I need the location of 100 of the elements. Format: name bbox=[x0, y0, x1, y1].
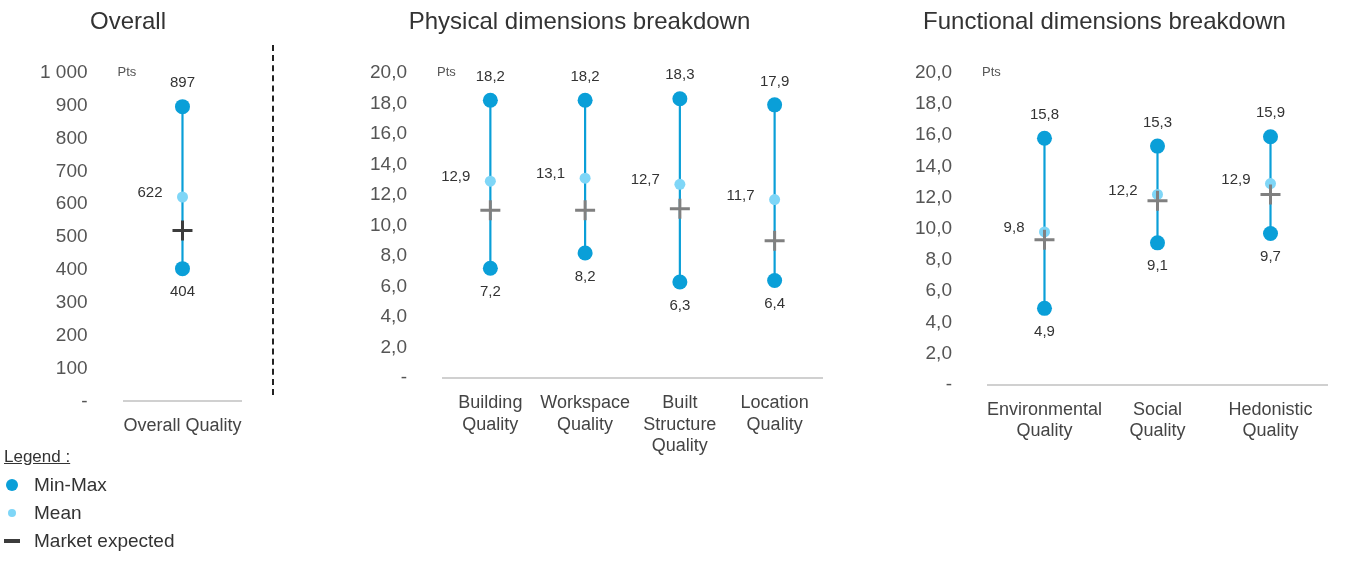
y-tick-label: 2,0 bbox=[925, 341, 952, 363]
y-tick-label: 10,0 bbox=[915, 217, 952, 239]
y-tick-label: 400 bbox=[55, 258, 88, 280]
point bbox=[577, 92, 593, 108]
point bbox=[478, 198, 502, 222]
point bbox=[674, 178, 686, 190]
x-tick-label: Social Quality bbox=[1129, 398, 1186, 441]
y-tick-label: 600 bbox=[55, 192, 88, 214]
chart-title: Functional dimensions breakdown bbox=[923, 7, 1286, 35]
y-axis-title: Pts bbox=[436, 64, 457, 80]
point bbox=[1036, 300, 1052, 316]
data-label: 11,7 bbox=[726, 185, 755, 203]
y-tick-label: 2,0 bbox=[380, 335, 407, 357]
data-label: 15,8 bbox=[1029, 104, 1060, 122]
data-label: 18,2 bbox=[570, 66, 600, 84]
x-tick-label: Overall Quality bbox=[123, 415, 242, 436]
point bbox=[1145, 189, 1169, 213]
data-label: 622 bbox=[137, 183, 163, 201]
data-label: 7,2 bbox=[479, 281, 501, 299]
point bbox=[1149, 138, 1165, 154]
point bbox=[763, 229, 787, 253]
data-label: 18,2 bbox=[475, 66, 505, 84]
point bbox=[767, 272, 783, 288]
data-label: 12,2 bbox=[1108, 180, 1138, 198]
y-tick-label: 4,0 bbox=[925, 310, 952, 332]
legend-label: Min-Max bbox=[34, 473, 107, 497]
data-label: 12,9 bbox=[1221, 169, 1251, 187]
point bbox=[668, 197, 692, 221]
y-tick-label: - bbox=[945, 373, 952, 395]
x-tick-label: Hedonistic Quality bbox=[1228, 398, 1313, 441]
legend-label: Market expected bbox=[34, 529, 175, 553]
data-label: 15,3 bbox=[1142, 112, 1173, 130]
y-tick-label: 4,0 bbox=[380, 305, 407, 327]
data-label: 12,7 bbox=[630, 170, 660, 188]
point bbox=[577, 245, 593, 261]
point bbox=[1263, 129, 1278, 145]
legend-label: Mean bbox=[34, 501, 82, 525]
data-label: 6,3 bbox=[669, 295, 691, 313]
legend-title: Legend : bbox=[4, 446, 72, 468]
data-label: 13,1 bbox=[535, 164, 566, 182]
y-tick-label: 900 bbox=[55, 93, 88, 115]
point bbox=[579, 172, 591, 184]
y-tick-label: 8,0 bbox=[925, 248, 952, 270]
y-tick-label: 20,0 bbox=[370, 61, 407, 83]
point bbox=[482, 92, 498, 108]
y-tick-label: 800 bbox=[55, 126, 88, 148]
point bbox=[767, 97, 783, 113]
data-label: 15,9 bbox=[1255, 103, 1286, 121]
point bbox=[769, 194, 781, 206]
y-tick-label: 10,0 bbox=[370, 213, 407, 235]
y-axis-title: Pts bbox=[981, 64, 1002, 80]
point bbox=[1263, 225, 1278, 241]
y-tick-label: 500 bbox=[55, 225, 88, 247]
y-tick-label: 6,0 bbox=[380, 274, 407, 296]
y-tick-label: 12,0 bbox=[915, 185, 952, 207]
y-tick-label: 18,0 bbox=[370, 91, 407, 113]
data-label: 8,2 bbox=[574, 266, 596, 284]
y-tick-label: 20,0 bbox=[915, 61, 952, 83]
y-tick-label: 8,0 bbox=[380, 244, 407, 266]
point bbox=[672, 91, 688, 107]
x-tick-label: Workspace Quality bbox=[540, 391, 630, 434]
y-tick-label: 14,0 bbox=[915, 154, 952, 176]
chart-title: Physical dimensions breakdown bbox=[408, 7, 751, 35]
y-tick-label: 14,0 bbox=[370, 152, 407, 174]
data-label: 4,9 bbox=[1034, 322, 1055, 339]
x-tick-label: Built Structure Quality bbox=[643, 391, 717, 456]
x-tick-label: Building Quality bbox=[458, 391, 523, 434]
data-label: 9,1 bbox=[1147, 256, 1168, 274]
point bbox=[1036, 130, 1052, 146]
x-tick-label: Location Quality bbox=[740, 391, 809, 434]
chart-title: Overall bbox=[89, 7, 167, 35]
data-label: 9,7 bbox=[1260, 247, 1281, 265]
x-tick-label: Environmental Quality bbox=[986, 398, 1103, 441]
y-tick-label: 16,0 bbox=[915, 123, 952, 145]
y-tick-label: 16,0 bbox=[370, 122, 407, 144]
data-label: 12,9 bbox=[441, 167, 471, 185]
y-axis-title: Pts bbox=[117, 64, 137, 80]
point bbox=[573, 198, 597, 222]
data-label: 17,9 bbox=[760, 71, 790, 89]
data-label: 9,8 bbox=[1003, 218, 1025, 236]
y-tick-label: 200 bbox=[55, 323, 88, 345]
data-label: 897 bbox=[169, 73, 195, 91]
point bbox=[482, 260, 498, 276]
data-label: 404 bbox=[169, 282, 195, 300]
y-tick-label: 18,0 bbox=[915, 92, 952, 114]
y-tick-label: 700 bbox=[55, 159, 88, 181]
y-tick-label: - bbox=[400, 366, 407, 388]
point bbox=[1149, 235, 1165, 251]
data-label: 6,4 bbox=[764, 294, 786, 312]
point bbox=[484, 175, 496, 187]
y-tick-label: 300 bbox=[55, 291, 88, 313]
data-label: 18,3 bbox=[665, 65, 695, 83]
y-tick-label: 100 bbox=[55, 356, 88, 378]
y-tick-label: 12,0 bbox=[370, 183, 407, 205]
y-tick-label: 1 000 bbox=[40, 61, 88, 83]
y-tick-label: - bbox=[81, 389, 88, 411]
point bbox=[672, 274, 688, 290]
point bbox=[1259, 182, 1282, 206]
point bbox=[1032, 228, 1056, 252]
y-tick-label: 6,0 bbox=[925, 279, 952, 301]
